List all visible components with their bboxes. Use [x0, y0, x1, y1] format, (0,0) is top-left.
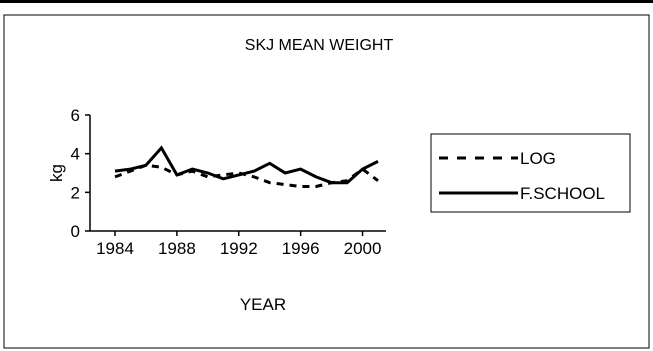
legend-label-fschool: F.SCHOOL — [520, 184, 605, 203]
x-tick-label: 1992 — [220, 239, 258, 258]
chart-outer-border — [3, 14, 650, 349]
y-tick-label: 6 — [71, 106, 80, 125]
y-tick-label: 0 — [71, 222, 80, 241]
legend-box — [430, 133, 631, 213]
legend: LOG F.SCHOOL — [430, 133, 631, 213]
x-axis-label: YEAR — [240, 295, 286, 314]
chart-title: SKJ MEAN WEIGHT — [245, 37, 394, 54]
x-tick-label: 2000 — [344, 239, 382, 258]
y-axis-ticks: 0 2 4 6 — [71, 106, 90, 241]
legend-label-log: LOG — [520, 149, 556, 168]
series-line-fschool — [114, 145, 379, 185]
y-tick-label: 2 — [71, 183, 80, 202]
y-axis-label: kg — [47, 164, 66, 182]
x-tick-label: 1988 — [158, 239, 196, 258]
x-tick-label: 1984 — [96, 239, 134, 258]
x-tick-label: 1996 — [282, 239, 320, 258]
y-tick-label: 4 — [71, 145, 80, 164]
x-axis-ticks: 1984 1988 1992 1996 2000 — [96, 231, 381, 258]
